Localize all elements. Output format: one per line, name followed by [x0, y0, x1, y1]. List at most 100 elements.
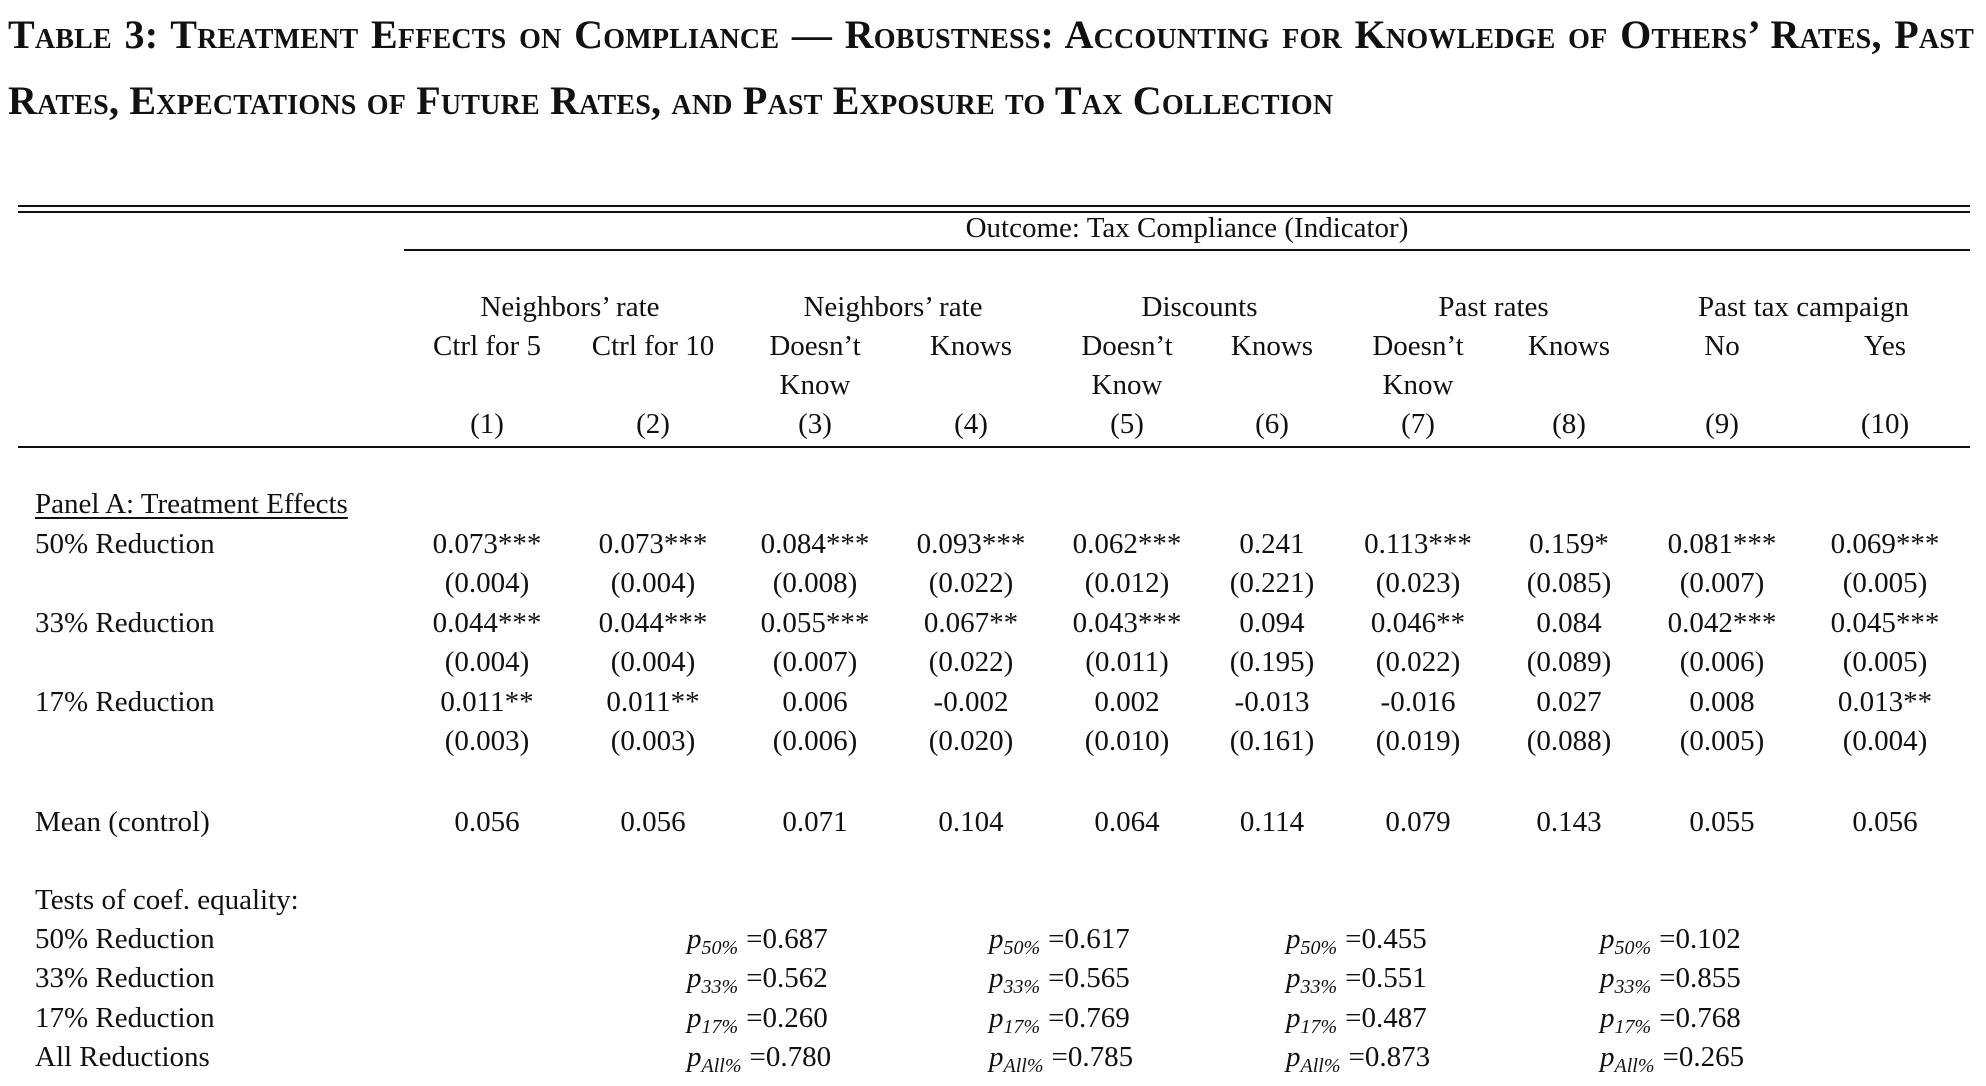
p-value: 0.487 [1361, 1002, 1427, 1034]
coefficient-cell: 0.006 [782, 686, 848, 718]
coefficient-cell: 0.013** [1837, 686, 1933, 718]
coefficient-cell: 0.045*** [1830, 607, 1940, 639]
std-error-cell: (0.006) [1679, 646, 1765, 678]
column-header-line1: Knows [929, 330, 1013, 362]
coefficient-cell: 0.093*** [916, 528, 1026, 560]
p-symbol: p [989, 1002, 1004, 1034]
row-label: 50% Reduction [35, 528, 215, 560]
p-subscript: All% [1003, 1055, 1044, 1077]
p-symbol: p [989, 1041, 1004, 1073]
column-header-line1: Ctrl for 10 [591, 330, 715, 362]
p-value-test: pAll% =0.780 [687, 1037, 831, 1077]
column-number: (1) [470, 408, 504, 440]
coefficient-cell: 0.044*** [432, 607, 542, 639]
p-subscript: 50% [1003, 937, 1041, 959]
mean-control-cell: 0.056 [620, 806, 686, 838]
top-rule-1 [18, 205, 1970, 207]
mean-control-cell: 0.071 [782, 806, 848, 838]
std-error-cell: (0.195) [1229, 646, 1315, 678]
equals-sign: = [1659, 923, 1676, 955]
std-error-cell: (0.020) [928, 725, 1014, 757]
mean-control-label: Mean (control) [35, 806, 210, 838]
std-error-cell: (0.007) [1679, 567, 1765, 599]
table-title: Table 3: Treatment Effects on Compliance… [8, 12, 1974, 123]
p-value: 0.551 [1361, 962, 1427, 994]
p-subscript: 17% [1300, 1016, 1338, 1038]
test-row-label: 17% Reduction [35, 1002, 215, 1034]
p-value: 0.780 [765, 1041, 832, 1073]
coefficient-cell: 0.002 [1094, 686, 1160, 718]
mean-control-cell: 0.079 [1385, 806, 1451, 838]
p-value-test: p50% =0.102 [1600, 919, 1741, 959]
p-value: 0.562 [762, 962, 828, 994]
column-header-line1: Doesn’t [1081, 330, 1173, 362]
test-row-label: 33% Reduction [35, 962, 215, 994]
coefficient-cell: 0.011** [606, 686, 700, 718]
p-value-test: p17% =0.260 [687, 998, 828, 1038]
std-error-cell: (0.004) [444, 646, 530, 678]
p-subscript: 50% [1614, 937, 1652, 959]
equals-sign: = [749, 1041, 766, 1073]
p-symbol: p [1286, 962, 1301, 994]
mean-control-cell: 0.104 [938, 806, 1004, 838]
group-header: Neighbors’ rate [803, 291, 983, 323]
std-error-cell: (0.089) [1526, 646, 1612, 678]
p-value: 0.687 [762, 923, 828, 955]
column-header-line2: Know [779, 369, 851, 401]
std-error-cell: (0.022) [1375, 646, 1461, 678]
p-symbol: p [989, 962, 1004, 994]
row-label: 17% Reduction [35, 686, 215, 718]
coefficient-cell: 0.055*** [760, 607, 870, 639]
coefficient-cell: 0.044*** [598, 607, 708, 639]
coefficient-cell: 0.011** [440, 686, 534, 718]
column-number: (6) [1255, 408, 1289, 440]
p-symbol: p [687, 962, 702, 994]
p-value: 0.265 [1678, 1041, 1745, 1073]
p-value: 0.260 [762, 1002, 828, 1034]
coefficient-cell: 0.046** [1370, 607, 1466, 639]
test-row-label: All Reductions [35, 1041, 210, 1073]
column-number: (7) [1401, 408, 1435, 440]
p-subscript: All% [701, 1055, 742, 1077]
column-header-line1: Doesn’t [1372, 330, 1464, 362]
mean-control-cell: 0.056 [454, 806, 520, 838]
equals-sign: = [1345, 962, 1362, 994]
coefficient-cell: 0.069*** [1830, 528, 1940, 560]
equals-sign: = [1659, 962, 1676, 994]
p-symbol: p [1600, 1002, 1615, 1034]
header-rule [18, 446, 1970, 448]
p-subscript: All% [1300, 1055, 1341, 1077]
p-symbol: p [687, 1002, 702, 1034]
std-error-cell: (0.003) [444, 725, 530, 757]
p-subscript: 50% [701, 937, 739, 959]
std-error-cell: (0.004) [610, 646, 696, 678]
p-symbol: p [1600, 962, 1615, 994]
p-value-test: p17% =0.487 [1286, 998, 1427, 1038]
column-header-line2: Know [1382, 369, 1454, 401]
equals-sign: = [1048, 962, 1065, 994]
p-value-test: p33% =0.551 [1286, 958, 1427, 998]
std-error-cell: (0.005) [1679, 725, 1765, 757]
mean-control-cell: 0.064 [1094, 806, 1160, 838]
row-label: 33% Reduction [35, 607, 215, 639]
p-value: 0.873 [1364, 1041, 1431, 1073]
std-error-cell: (0.007) [772, 646, 858, 678]
p-value-test: p33% =0.855 [1600, 958, 1741, 998]
coefficient-cell: 0.027 [1536, 686, 1602, 718]
p-symbol: p [989, 923, 1004, 955]
column-header-line1: Doesn’t [769, 330, 861, 362]
equals-sign: = [746, 923, 763, 955]
p-subscript: 33% [1003, 976, 1041, 998]
std-error-cell: (0.022) [928, 567, 1014, 599]
column-number: (5) [1110, 408, 1144, 440]
p-symbol: p [687, 1041, 702, 1073]
equals-sign: = [746, 1002, 763, 1034]
coefficient-cell: -0.016 [1380, 686, 1456, 718]
p-value-test: pAll% =0.265 [1600, 1037, 1744, 1077]
p-value: 0.855 [1675, 962, 1741, 994]
std-error-cell: (0.022) [928, 646, 1014, 678]
mean-control-cell: 0.055 [1689, 806, 1755, 838]
std-error-cell: (0.088) [1526, 725, 1612, 757]
coefficient-cell: 0.084 [1536, 607, 1602, 639]
group-header: Past rates [1438, 291, 1549, 323]
